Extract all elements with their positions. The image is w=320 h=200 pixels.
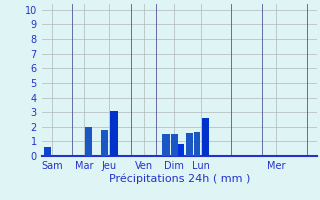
X-axis label: Précipitations 24h ( mm ): Précipitations 24h ( mm ) [108, 174, 250, 184]
Bar [44, 147, 51, 156]
Bar [162, 134, 170, 156]
Bar [171, 134, 178, 156]
Bar [85, 127, 92, 156]
Bar [202, 118, 209, 156]
Bar [186, 133, 193, 156]
Bar [178, 144, 184, 156]
Bar [110, 111, 117, 156]
Bar [101, 130, 108, 156]
Bar [194, 132, 200, 156]
